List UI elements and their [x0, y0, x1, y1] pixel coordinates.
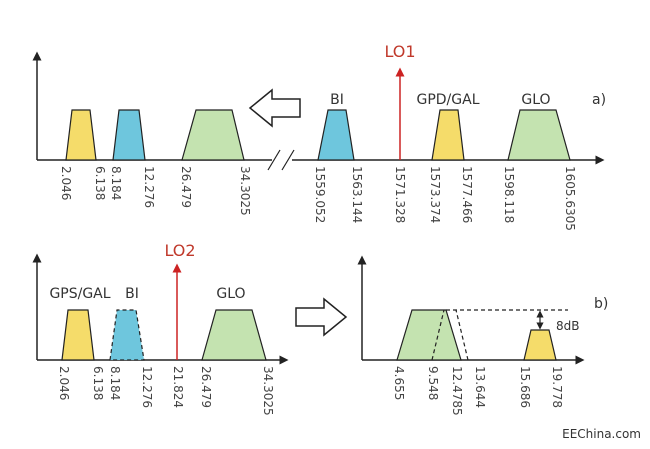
- tick-label: 2.046: [57, 366, 71, 400]
- tick-label: 21.824: [171, 366, 185, 408]
- axis-break-mark: [267, 149, 281, 171]
- tick-label: 15.686: [518, 366, 532, 408]
- tick-label: 26.479: [179, 166, 193, 208]
- band-glo: [201, 309, 267, 361]
- panel-b-label: b): [594, 296, 608, 312]
- shift-left-arrow: [248, 88, 301, 128]
- panel-lo2: LO2 GPS/GAL BI GLO 2.046 6.138 8.184 12.…: [32, 241, 289, 416]
- tick-label: 26.479: [199, 366, 213, 408]
- tick-label: 1571.328: [393, 166, 407, 223]
- band-label-bi: BI: [330, 92, 344, 108]
- tick-label: 12.276: [140, 366, 154, 408]
- tick-label: 2.046: [59, 166, 73, 200]
- tick-label: 34.3025: [238, 166, 252, 216]
- tick-label: 12.4785: [450, 366, 464, 416]
- band-label-bi: BI: [125, 286, 139, 302]
- band-overlap-dashed-left: [431, 309, 445, 361]
- band-bi-low: [112, 109, 146, 161]
- band-bi-dashed: [109, 309, 145, 361]
- panel-a: LO1 BI GPD/GAL GLO a) 2.046 6.138 8.184 …: [32, 42, 606, 231]
- band-overlap-dashed-right: [455, 309, 469, 361]
- attenuation-label: 8dB: [556, 319, 579, 333]
- band-gpd-gal: [431, 109, 465, 161]
- tick-label: 6.138: [93, 166, 107, 200]
- tick-label: 8.184: [108, 366, 122, 400]
- lo2-label: LO2: [164, 241, 195, 260]
- panel-b: 8dB b) 4.655 9.548 12.4785 13.644 15.686…: [357, 255, 608, 416]
- tick-label: 8.184: [109, 166, 123, 200]
- band-label-gpd-gal: GPD/GAL: [416, 92, 479, 108]
- band-label-glo: GLO: [521, 92, 550, 108]
- tick-label: 1573.374: [428, 166, 442, 223]
- credit-watermark: EEChina.com: [562, 427, 641, 441]
- tick-label: 1559.052: [313, 166, 327, 223]
- tick-label: 1577.466: [460, 166, 474, 223]
- band-glo-low: [181, 109, 245, 161]
- band-label-gps-gal: GPS/GAL: [49, 286, 110, 302]
- tick-label: 6.138: [91, 366, 105, 400]
- tick-label: 1563.144: [350, 166, 364, 223]
- tick-label: 12.276: [142, 166, 156, 208]
- tick-label: 13.644: [473, 366, 487, 408]
- lo1-label: LO1: [384, 42, 415, 61]
- band-glo-converted: [396, 309, 462, 361]
- tick-label: 4.655: [392, 366, 406, 400]
- band-bi-high: [317, 109, 355, 161]
- tick-label: 1605.6305: [563, 166, 577, 231]
- band-gps-converted: [523, 329, 557, 361]
- band-glo-high: [507, 109, 571, 161]
- tick-label: 1598.118: [502, 166, 516, 223]
- panel-a-label: a): [592, 92, 606, 108]
- shift-right-arrow: [295, 297, 348, 337]
- tick-label: 34.3025: [261, 366, 275, 416]
- axis-break-mark: [281, 149, 295, 171]
- band-gps-gal: [61, 309, 95, 361]
- band-label-glo: GLO: [216, 286, 245, 302]
- tick-label: 9.548: [426, 366, 440, 400]
- tick-label: 19.778: [550, 366, 564, 408]
- band-gps-low: [65, 109, 97, 161]
